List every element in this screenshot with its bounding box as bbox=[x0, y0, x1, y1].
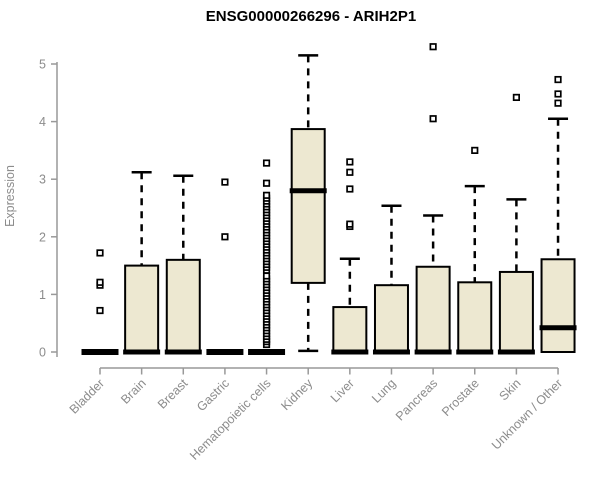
outlier-point bbox=[471, 146, 479, 154]
outlier-point bbox=[346, 168, 354, 176]
outlier-point bbox=[346, 158, 354, 166]
x-tick-label-gastric: Gastric bbox=[194, 376, 232, 414]
box-brain bbox=[123, 171, 161, 355]
y-tick-label: 3 bbox=[39, 173, 46, 187]
iqr-box bbox=[540, 258, 576, 354]
x-tick-label-unknown-other: Unknown / Other bbox=[489, 376, 565, 452]
y-tick-label: 2 bbox=[39, 230, 46, 244]
iqr-box bbox=[290, 128, 326, 284]
box-prostate bbox=[456, 146, 494, 355]
iqr-box bbox=[415, 265, 451, 354]
outlier-point bbox=[554, 99, 562, 107]
x-tick-label-hematopoietic-cells: Hematopoietic cells bbox=[187, 376, 274, 463]
outlier-point bbox=[554, 75, 562, 84]
outlier-point bbox=[262, 159, 271, 167]
x-tick-label-bladder: Bladder bbox=[67, 376, 107, 416]
box-bladder bbox=[81, 249, 119, 355]
box-pancreas bbox=[414, 43, 452, 355]
box-gastric bbox=[206, 178, 244, 355]
outlier-point bbox=[346, 220, 354, 228]
outlier-point bbox=[512, 93, 521, 102]
outlier-point bbox=[346, 185, 354, 193]
x-tick-label-pancreas: Pancreas bbox=[393, 376, 440, 423]
y-axis: 0 1 2 3 4 5 bbox=[39, 58, 58, 360]
chart-title: ENSG00000266296 - ARIH2P1 bbox=[206, 8, 416, 25]
box-unknown-other bbox=[539, 75, 577, 354]
x-tick-label-brain: Brain bbox=[118, 376, 149, 407]
x-tick-label-prostate: Prostate bbox=[439, 376, 482, 419]
plot-area: 0 1 2 3 4 5 Bladder Brain Breast GastricHematopoi… bbox=[39, 43, 577, 463]
x-tick-label-liver: Liver bbox=[328, 376, 357, 405]
outlier-point bbox=[429, 43, 437, 51]
outlier-point bbox=[96, 306, 104, 315]
y-tick-label: 0 bbox=[39, 346, 46, 360]
y-axis-label: Expression bbox=[3, 165, 17, 227]
iqr-box bbox=[165, 258, 201, 353]
y-tick-label: 4 bbox=[39, 115, 46, 129]
box-kidney bbox=[289, 54, 327, 353]
y-tick-label: 1 bbox=[39, 288, 46, 302]
outlier-point bbox=[262, 191, 271, 199]
outlier-point bbox=[262, 272, 271, 280]
iqr-box bbox=[332, 306, 368, 353]
iqr-box bbox=[124, 264, 160, 354]
outlier-point bbox=[221, 233, 229, 241]
x-tick-label-kidney: Kidney bbox=[278, 376, 315, 413]
outlier-point bbox=[554, 90, 562, 98]
outlier-point bbox=[429, 115, 437, 123]
x-tick-label-skin: Skin bbox=[496, 376, 523, 403]
outlier-point bbox=[96, 249, 104, 257]
box-skin bbox=[497, 93, 535, 355]
outlier-point bbox=[221, 178, 229, 186]
iqr-box bbox=[457, 281, 493, 353]
x-tick-label-lung: Lung bbox=[369, 376, 399, 406]
outlier-point bbox=[262, 179, 271, 187]
box-hematopoietic-cells bbox=[248, 159, 286, 355]
x-tick-label-breast: Breast bbox=[155, 376, 191, 412]
box-lung bbox=[372, 204, 410, 355]
y-tick-label: 5 bbox=[39, 58, 46, 72]
iqr-box bbox=[498, 270, 534, 354]
iqr-box bbox=[373, 284, 409, 353]
box-breast bbox=[164, 174, 202, 355]
outlier-point bbox=[96, 278, 104, 286]
box-liver bbox=[331, 158, 369, 355]
